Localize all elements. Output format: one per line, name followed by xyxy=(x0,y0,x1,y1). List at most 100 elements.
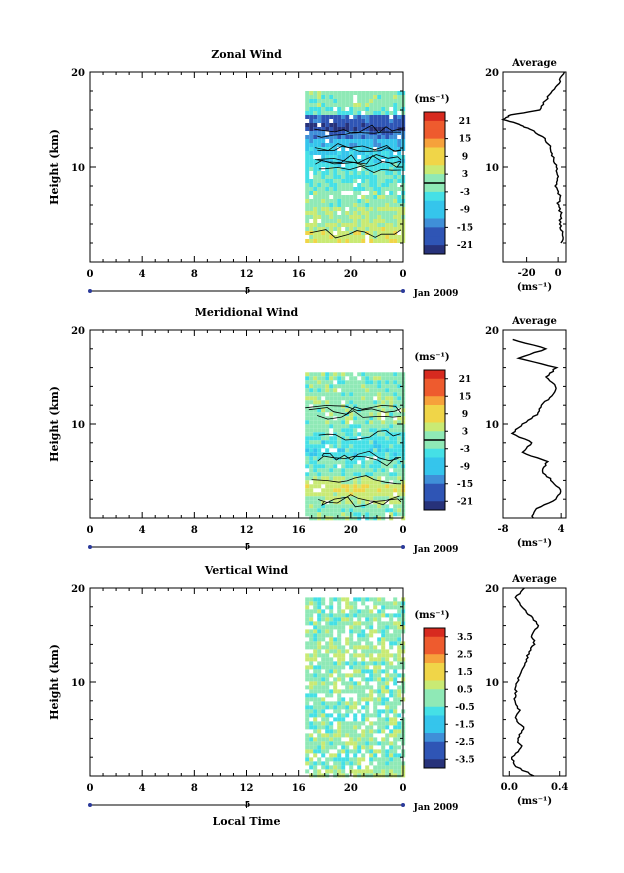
heatmap-cell xyxy=(377,460,382,465)
heatmap-cell xyxy=(393,757,398,762)
heatmap-cell xyxy=(361,380,366,385)
heatmap-cell xyxy=(377,468,382,473)
heatmap-cell xyxy=(321,179,326,183)
heatmap-cell xyxy=(389,496,394,501)
heatmap-cell xyxy=(389,440,394,445)
x-tick-label: 12 xyxy=(240,269,254,280)
heatmap-cell xyxy=(349,657,354,662)
average-x-tick-label: 0 xyxy=(555,268,562,279)
heatmap-cell xyxy=(345,211,350,215)
heatmap-cell xyxy=(381,111,386,115)
heatmap-cell xyxy=(397,769,402,774)
heatmap-cell xyxy=(309,179,314,183)
heatmap-cell xyxy=(377,637,382,642)
heatmap-cell xyxy=(393,211,398,215)
heatmap-cell xyxy=(337,127,342,131)
heatmap-cell xyxy=(333,625,338,630)
heatmap-cell xyxy=(337,492,342,497)
heatmap-cell xyxy=(321,131,326,135)
heatmap-cell xyxy=(313,167,318,171)
heatmap-cell xyxy=(325,199,330,203)
colorbar-band xyxy=(424,663,445,673)
heatmap-cell xyxy=(385,175,390,179)
heatmap-cell xyxy=(309,661,314,666)
heatmap-cell xyxy=(305,725,310,730)
heatmap-cell xyxy=(321,665,326,670)
heatmap-cell xyxy=(325,476,330,481)
heatmap-cell xyxy=(349,372,354,377)
heatmap-cell xyxy=(381,444,386,449)
heatmap-cell xyxy=(329,424,334,429)
heatmap-cell xyxy=(389,183,394,187)
heatmap-cell xyxy=(361,183,366,187)
heatmap-cell xyxy=(349,119,354,123)
heatmap-cell xyxy=(353,460,358,465)
heatmap-cell xyxy=(369,207,374,211)
heatmap-cell xyxy=(373,151,378,155)
heatmap-cell xyxy=(317,769,322,774)
heatmap-cell xyxy=(369,416,374,421)
heatmap-cell xyxy=(357,131,362,135)
heatmap-cell xyxy=(397,199,402,203)
heatmap-cell xyxy=(321,629,326,634)
heatmap-cell xyxy=(353,139,358,143)
heatmap-cell xyxy=(397,452,402,457)
contour-line xyxy=(321,496,402,508)
heatmap-cell xyxy=(329,693,334,698)
heatmap-cell xyxy=(353,645,358,650)
colorbar-band xyxy=(424,422,445,432)
heatmap-cell xyxy=(377,143,382,147)
heatmap-cell xyxy=(345,119,350,123)
heatmap-cell xyxy=(373,480,378,485)
heatmap-cell xyxy=(337,484,342,489)
heatmap-cell xyxy=(393,372,398,377)
heatmap-cell xyxy=(377,107,382,111)
heatmap-cell xyxy=(385,701,390,706)
heatmap-cell xyxy=(381,235,386,239)
heatmap-cell xyxy=(397,685,402,690)
heatmap-cell xyxy=(345,460,350,465)
heatmap-cell xyxy=(305,147,310,151)
heatmap-cell xyxy=(397,613,402,618)
colorbar-tick-label: 21 xyxy=(459,375,472,385)
heatmap-cell xyxy=(397,376,402,381)
heatmap-cell xyxy=(313,625,318,630)
heatmap-cell xyxy=(369,412,374,417)
heatmap-cell xyxy=(321,440,326,445)
heatmap-cell xyxy=(305,601,310,606)
heatmap-cell xyxy=(321,512,326,517)
heatmap-cell xyxy=(377,127,382,131)
heatmap-cell xyxy=(381,500,386,505)
heatmap-cell xyxy=(397,103,402,107)
heatmap-cell xyxy=(381,147,386,151)
colorbar-band xyxy=(424,628,445,638)
heatmap-cell xyxy=(397,151,402,155)
heatmap-cell xyxy=(333,472,338,477)
heatmap-cell xyxy=(377,761,382,766)
heatmap-cell xyxy=(397,460,402,465)
heatmap-cell xyxy=(341,717,346,722)
heatmap-cell xyxy=(397,508,402,513)
heatmap-cell xyxy=(317,641,322,646)
heatmap-cell xyxy=(385,219,390,223)
heatmap-cell xyxy=(353,753,358,758)
heatmap-cell xyxy=(329,701,334,706)
heatmap-cell xyxy=(329,657,334,662)
heatmap-cell xyxy=(381,464,386,469)
heatmap-cell xyxy=(365,637,370,642)
heatmap-cell xyxy=(321,456,326,461)
heatmap-cell xyxy=(305,761,310,766)
heatmap-cell xyxy=(369,199,374,203)
heatmap-cell xyxy=(345,219,350,223)
heatmap-cell xyxy=(349,761,354,766)
heatmap-cell xyxy=(353,701,358,706)
contour-line xyxy=(316,410,402,420)
colorbar-band xyxy=(424,501,445,511)
heatmap-cell xyxy=(305,171,310,175)
heatmap-cell xyxy=(361,633,366,638)
heatmap-cell xyxy=(365,127,370,131)
heatmap-cell xyxy=(321,472,326,477)
heatmap-cell xyxy=(373,741,378,746)
heatmap-cell xyxy=(337,605,342,610)
heatmap-cell xyxy=(361,621,366,626)
